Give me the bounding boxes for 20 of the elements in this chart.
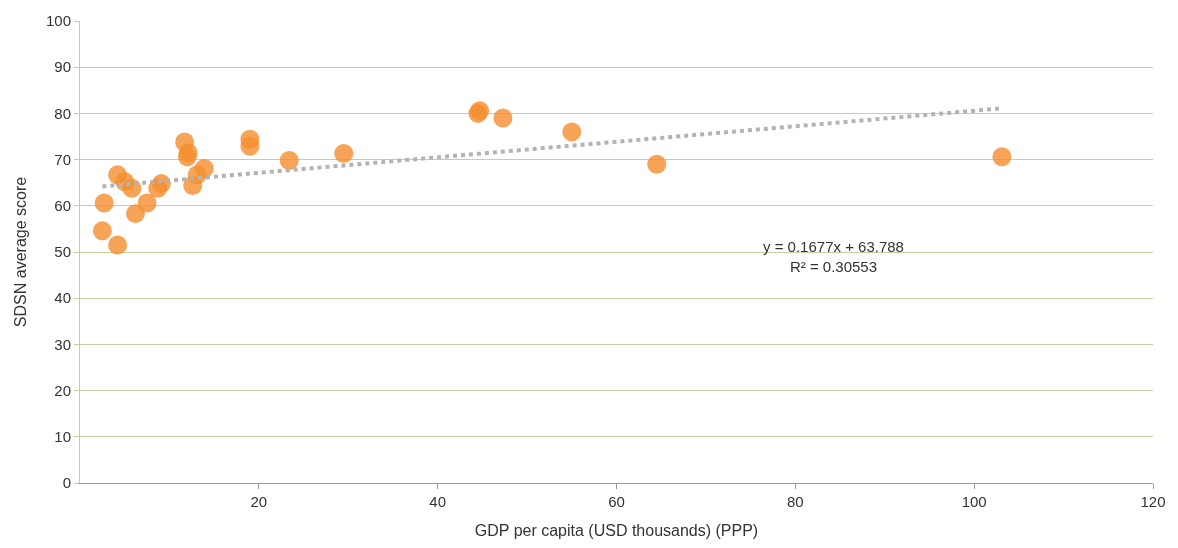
- y-axis-title: SDSN average score: [11, 176, 29, 328]
- x-axis-title: GDP per capita (USD thousands) (PPP): [474, 521, 759, 539]
- y-tick-label: 20: [54, 381, 71, 399]
- y-tick-label: 0: [62, 474, 71, 492]
- y-tick-label: 100: [45, 12, 71, 30]
- y-tick-label: 50: [54, 243, 71, 261]
- x-tick-label: 60: [608, 493, 625, 510]
- x-tick-label: 80: [786, 493, 804, 510]
- x-tick-label: 20: [250, 493, 268, 510]
- y-tick-label: 10: [54, 428, 71, 446]
- y-tick-label: 60: [54, 197, 71, 215]
- x-tick-label: 40: [429, 493, 447, 510]
- y-tick-label: 90: [54, 58, 71, 76]
- x-tick-label: 120: [1140, 493, 1166, 510]
- y-tick-label: 80: [54, 104, 71, 122]
- y-tick-label: 30: [54, 335, 71, 353]
- y-tick-label: 70: [54, 150, 71, 168]
- y-tick-label: 40: [54, 289, 71, 307]
- x-tick-label: 100: [961, 493, 987, 510]
- annotation: y = 0.1677x + 63.788 R² = 0.30553: [763, 238, 904, 275]
